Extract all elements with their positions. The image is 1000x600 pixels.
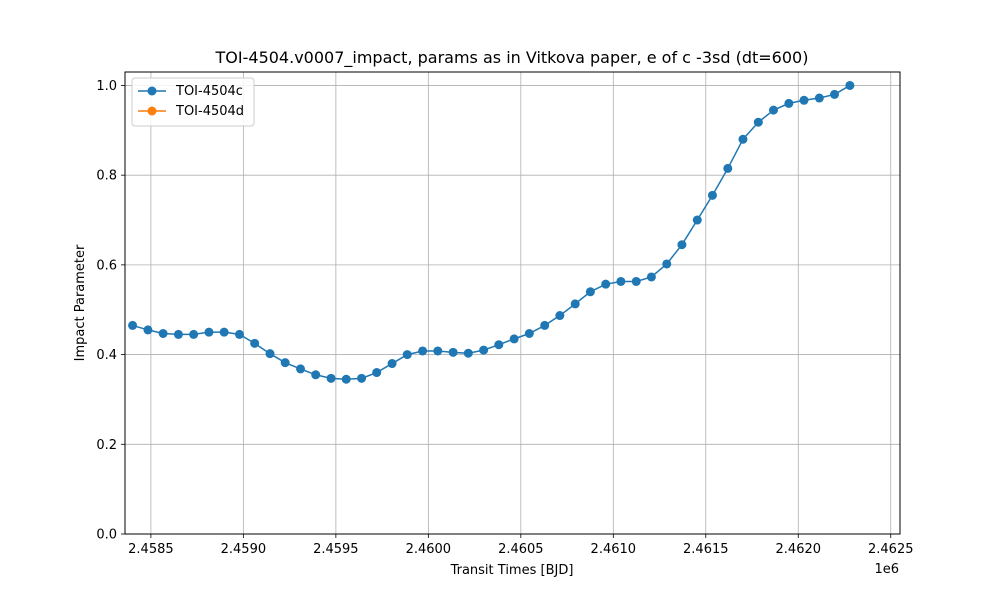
data-point (509, 334, 519, 344)
data-point (646, 272, 656, 282)
data-point (570, 299, 580, 309)
data-point (402, 350, 412, 360)
legend-frame (131, 77, 255, 127)
data-point (143, 325, 153, 335)
data-point (784, 98, 794, 108)
data-point (799, 95, 809, 105)
data-point (585, 287, 595, 297)
legend-marker-toi-4504c (147, 86, 157, 96)
data-point (296, 364, 306, 374)
data-point (662, 259, 672, 269)
y-tick-label: 0.4 (96, 348, 117, 363)
data-point (158, 329, 168, 339)
y-axis-label: Impact Parameter (73, 244, 88, 361)
plot-area-series (128, 80, 855, 384)
data-point (387, 359, 397, 369)
y-tick-label: 0.6 (96, 258, 117, 273)
legend-entry-toi-4504c: TOI-4504c (138, 84, 243, 99)
data-point (189, 329, 199, 339)
data-point (173, 329, 183, 339)
legend-label-toi-4504c: TOI-4504c (175, 84, 243, 99)
x-tick-label: 2.4585 (128, 542, 174, 557)
x-axis: 2.4585 2.4590 2.4595 2.4600 2.4605 2.4610 2.46… (128, 534, 914, 557)
data-point (433, 346, 443, 356)
data-point (128, 320, 138, 330)
data-point (845, 80, 855, 90)
data-point (372, 368, 382, 378)
data-point (311, 370, 321, 380)
y-tick-label: 0.0 (96, 528, 117, 543)
data-point (265, 349, 275, 359)
data-point (234, 329, 244, 339)
x-tick-label: 2.4615 (683, 542, 729, 557)
data-point (418, 346, 428, 356)
legend: TOI-4504c TOI-4504d (131, 77, 255, 127)
plot-frame (124, 71, 901, 535)
legend-entry-toi-4504d: TOI-4504d (138, 104, 244, 119)
x-tick-label: 2.4620 (776, 542, 822, 557)
legend-label-toi-4504d: TOI-4504d (175, 104, 244, 119)
data-point (341, 374, 351, 384)
x-tick-label: 2.4600 (406, 542, 452, 557)
data-point (326, 373, 336, 383)
chart-title: TOI-4504.v0007_impact, params as in Vitk… (215, 48, 809, 68)
data-point (723, 163, 733, 173)
data-point (204, 327, 214, 337)
data-point (707, 190, 717, 200)
data-point (479, 345, 489, 355)
data-point (616, 276, 626, 286)
data-point (448, 347, 458, 357)
grid (125, 72, 900, 535)
data-point (631, 276, 641, 286)
data-point (357, 373, 367, 383)
y-tick-label: 1.0 (96, 79, 117, 94)
data-point (768, 105, 778, 115)
x-axis-label: Transit Times [BJD] (450, 563, 574, 578)
series-toi-4504c (128, 80, 855, 384)
data-point (692, 215, 702, 225)
data-point (280, 358, 290, 368)
x-tick-label: 2.4610 (591, 542, 637, 557)
data-point (677, 240, 687, 250)
x-tick-label: 2.4605 (498, 542, 544, 557)
data-point (814, 93, 824, 103)
data-point (494, 340, 504, 350)
data-point (219, 327, 229, 337)
x-tick-label: 2.4590 (221, 542, 267, 557)
data-point (540, 320, 550, 330)
legend-marker-toi-4504d (147, 106, 157, 116)
y-axis: 0.0 0.2 0.4 0.6 0.8 1.0 (96, 79, 125, 543)
data-point (601, 279, 611, 289)
data-point (830, 89, 840, 99)
x-tick-label: 2.4595 (313, 542, 359, 557)
data-point (250, 338, 260, 348)
data-point (463, 348, 473, 358)
y-tick-label: 0.8 (96, 169, 117, 184)
data-point (555, 311, 565, 321)
y-tick-label: 0.2 (96, 438, 117, 453)
data-point (753, 117, 763, 127)
data-point (738, 134, 748, 144)
x-tick-label: 2.4625 (868, 542, 914, 557)
data-point (524, 329, 534, 339)
x-axis-offset-label: 1e6 (874, 562, 899, 577)
